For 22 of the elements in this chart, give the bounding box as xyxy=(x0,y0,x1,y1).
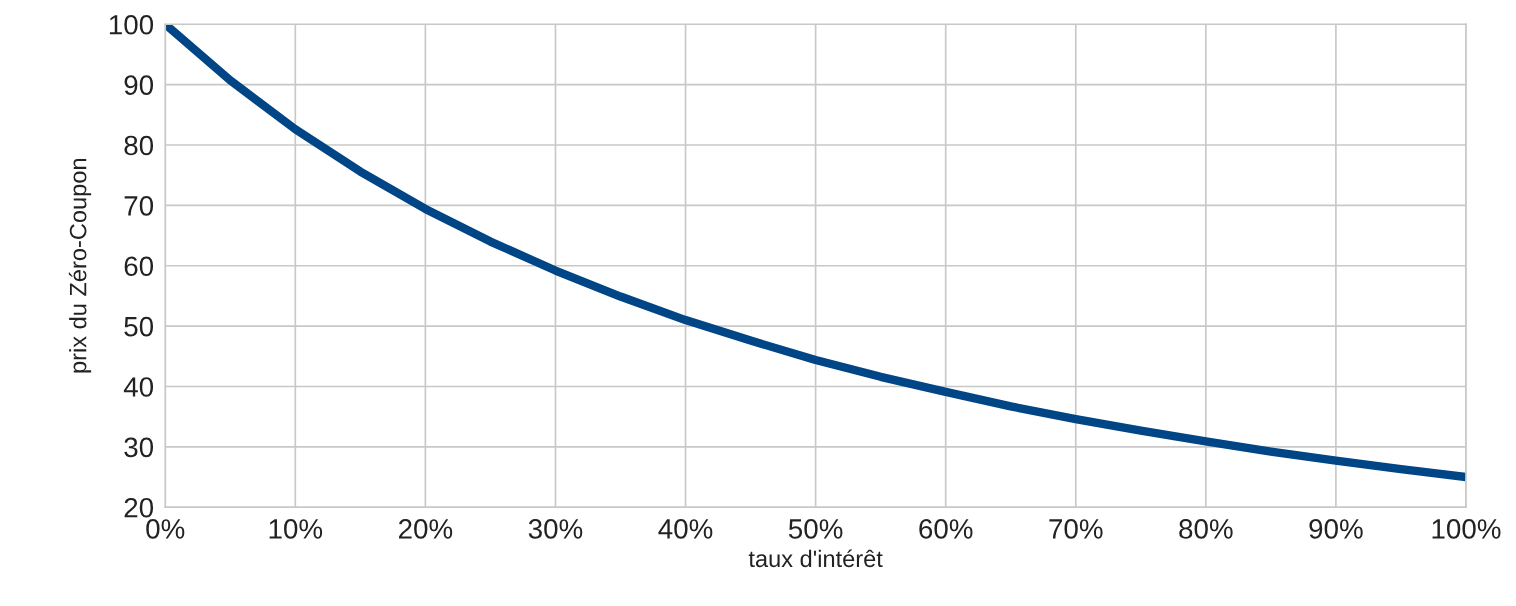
y-tick-label: 50 xyxy=(124,316,154,337)
x-tick-label: 50% xyxy=(788,519,843,539)
x-tick-label: 20% xyxy=(398,519,453,539)
x-axis-title: taux d'intérêt xyxy=(748,549,883,568)
x-tick-label: 70% xyxy=(1049,519,1103,539)
y-tick-label: 80 xyxy=(124,135,154,156)
y-axis-title: prix du Zéro-Coupon xyxy=(68,158,92,373)
x-tick-label: 30% xyxy=(528,519,583,539)
y-tick-label: 30 xyxy=(124,437,154,458)
x-tick-label: 100% xyxy=(1432,519,1501,539)
x-tick-label: 80% xyxy=(1179,519,1233,539)
y-tick-label: 100 xyxy=(109,14,154,35)
x-tick-label: 0% xyxy=(146,519,185,539)
x-tick-label: 10% xyxy=(269,519,323,539)
y-tick-label: 20 xyxy=(124,497,154,518)
x-tick-label: 40% xyxy=(658,519,713,539)
y-tick-label: 40 xyxy=(123,377,154,397)
y-tick-label: 60 xyxy=(124,256,154,277)
x-tick-label: 90% xyxy=(1309,519,1363,539)
x-tick-label: 60% xyxy=(919,519,973,539)
y-tick-label: 90 xyxy=(124,75,154,95)
y-tick-label: 70 xyxy=(124,196,154,216)
